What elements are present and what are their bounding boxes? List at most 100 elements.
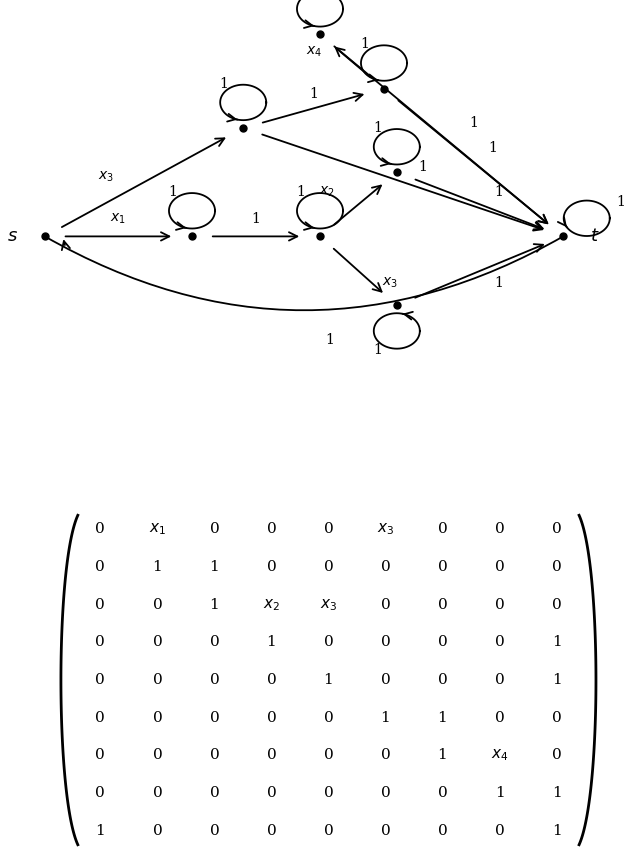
Text: 0: 0 — [438, 786, 447, 800]
Text: 0: 0 — [324, 786, 333, 800]
Text: 1: 1 — [495, 276, 504, 290]
Text: 0: 0 — [438, 598, 447, 612]
Text: 0: 0 — [438, 560, 447, 574]
Text: 0: 0 — [552, 560, 561, 574]
Text: 1: 1 — [495, 185, 504, 199]
Text: 0: 0 — [495, 560, 504, 574]
Text: 1: 1 — [324, 673, 333, 687]
Text: 1: 1 — [552, 823, 561, 837]
Text: 1: 1 — [381, 711, 390, 725]
Text: 0: 0 — [381, 823, 390, 837]
Text: 0: 0 — [95, 598, 105, 612]
Text: $s$: $s$ — [7, 227, 19, 245]
Text: 0: 0 — [381, 598, 390, 612]
Text: 0: 0 — [381, 748, 390, 762]
Text: 0: 0 — [209, 823, 220, 837]
Text: 1: 1 — [616, 195, 625, 209]
Text: 0: 0 — [495, 523, 504, 537]
Text: 1: 1 — [438, 711, 447, 725]
Text: 1: 1 — [552, 786, 561, 800]
Text: 0: 0 — [324, 635, 333, 650]
Text: 0: 0 — [95, 748, 105, 762]
Text: 0: 0 — [324, 711, 333, 725]
Text: 1: 1 — [373, 121, 382, 135]
Text: 1: 1 — [296, 185, 305, 199]
Text: 0: 0 — [152, 635, 163, 650]
Text: $x_3$: $x_3$ — [377, 522, 394, 537]
Text: 0: 0 — [381, 635, 390, 650]
Text: 1: 1 — [309, 86, 318, 100]
Text: 0: 0 — [266, 786, 276, 800]
Text: $x_4$: $x_4$ — [491, 747, 508, 763]
Text: 0: 0 — [438, 673, 447, 687]
Text: 0: 0 — [209, 711, 220, 725]
Text: 0: 0 — [95, 635, 105, 650]
Text: 0: 0 — [266, 523, 276, 537]
Text: 1: 1 — [95, 823, 105, 837]
Text: 0: 0 — [95, 523, 105, 537]
Text: 0: 0 — [552, 748, 561, 762]
Text: 1: 1 — [360, 37, 369, 51]
Text: 1: 1 — [373, 343, 382, 357]
Text: 0: 0 — [324, 748, 333, 762]
Text: 0: 0 — [438, 823, 447, 837]
Text: 0: 0 — [209, 673, 220, 687]
Text: 1: 1 — [495, 786, 504, 800]
Text: $x_1$: $x_1$ — [111, 212, 126, 226]
Text: 0: 0 — [209, 635, 220, 650]
Text: 0: 0 — [552, 711, 561, 725]
Text: 0: 0 — [381, 786, 390, 800]
Text: 0: 0 — [324, 523, 333, 537]
Text: 0: 0 — [152, 711, 163, 725]
Text: 1: 1 — [209, 560, 220, 574]
Text: 0: 0 — [152, 673, 163, 687]
Text: 1: 1 — [469, 116, 478, 130]
Text: $x_1$: $x_1$ — [149, 522, 166, 537]
Text: 0: 0 — [152, 598, 163, 612]
Text: 0: 0 — [495, 823, 504, 837]
Text: 1: 1 — [209, 598, 220, 612]
Text: 0: 0 — [324, 823, 333, 837]
Text: 1: 1 — [220, 77, 228, 91]
Text: 0: 0 — [552, 598, 561, 612]
Text: 0: 0 — [438, 635, 447, 650]
Text: 0: 0 — [552, 523, 561, 537]
Text: 0: 0 — [495, 673, 504, 687]
Text: $x_2$: $x_2$ — [263, 597, 280, 613]
Text: 1: 1 — [266, 635, 276, 650]
Text: 0: 0 — [95, 711, 105, 725]
Text: 0: 0 — [209, 748, 220, 762]
Text: 0: 0 — [266, 823, 276, 837]
Text: 1: 1 — [252, 213, 260, 226]
Text: 0: 0 — [95, 786, 105, 800]
Text: 1: 1 — [152, 560, 163, 574]
Text: 0: 0 — [95, 560, 105, 574]
Text: 0: 0 — [266, 748, 276, 762]
Text: 0: 0 — [152, 823, 163, 837]
Text: $x_2$: $x_2$ — [319, 185, 334, 200]
Text: 1: 1 — [168, 185, 177, 199]
Text: 1: 1 — [438, 748, 447, 762]
Text: 0: 0 — [266, 560, 276, 574]
Text: 0: 0 — [381, 673, 390, 687]
Text: 1: 1 — [552, 635, 561, 650]
Text: $x_3$: $x_3$ — [98, 170, 113, 185]
Text: 1: 1 — [325, 333, 334, 346]
Text: 0: 0 — [209, 523, 220, 537]
Text: 0: 0 — [495, 711, 504, 725]
Text: 0: 0 — [152, 786, 163, 800]
Text: 1: 1 — [418, 161, 427, 175]
Text: 1: 1 — [552, 673, 561, 687]
Text: $x_4$: $x_4$ — [305, 45, 322, 59]
Text: 0: 0 — [266, 711, 276, 725]
Text: $x_3$: $x_3$ — [383, 276, 398, 290]
Text: 0: 0 — [266, 673, 276, 687]
Text: 0: 0 — [152, 748, 163, 762]
Text: 0: 0 — [324, 560, 333, 574]
Text: 1: 1 — [488, 141, 497, 155]
Text: 0: 0 — [381, 560, 390, 574]
Text: 0: 0 — [438, 523, 447, 537]
Text: 0: 0 — [495, 635, 504, 650]
Text: $x_3$: $x_3$ — [320, 597, 337, 613]
Text: 0: 0 — [495, 598, 504, 612]
